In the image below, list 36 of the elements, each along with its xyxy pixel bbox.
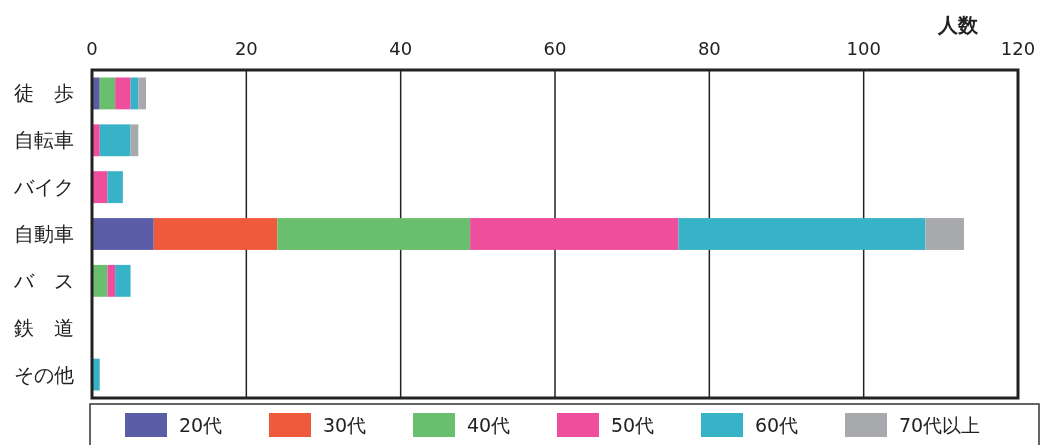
y-tick-label: 自転車 (14, 128, 74, 153)
legend-label: 20代 (179, 414, 223, 436)
bar (130, 124, 139, 157)
legend-label: 50代 (611, 414, 655, 436)
bar (138, 77, 147, 110)
bar (115, 77, 131, 110)
bar (115, 264, 131, 297)
legend-label: 40代 (467, 414, 511, 436)
bar (925, 218, 964, 250)
x-tick-label: 40 (389, 38, 413, 59)
bar (92, 218, 154, 250)
x-axis-title: 人数 (937, 13, 979, 37)
bar (107, 171, 123, 204)
x-tick-label: 120 (1000, 38, 1036, 59)
y-tick-label: バイク (13, 175, 74, 200)
bar (107, 264, 116, 297)
bar (153, 218, 278, 250)
y-tick-label: その他 (14, 362, 74, 387)
x-tick-label: 80 (697, 38, 721, 59)
bar (678, 218, 926, 250)
legend-label: 30代 (323, 414, 367, 436)
legend-label: 70代以上 (899, 414, 981, 436)
x-tick-label: 60 (543, 38, 567, 59)
bar (99, 124, 131, 157)
y-tick-label: 自動車 (14, 222, 74, 246)
y-tick-label: 鉄 道 (14, 315, 74, 340)
bar (277, 218, 471, 250)
x-tick-label: 100 (846, 38, 881, 59)
y-tick-label: バ ス (13, 268, 74, 293)
bar (99, 77, 116, 110)
bar (130, 77, 139, 110)
y-tick-label: 徒 歩 (14, 81, 74, 106)
x-tick-label: 20 (234, 38, 258, 59)
x-tick-label: 0 (86, 38, 98, 59)
legend-label: 60代 (755, 414, 799, 436)
bar (470, 218, 679, 250)
